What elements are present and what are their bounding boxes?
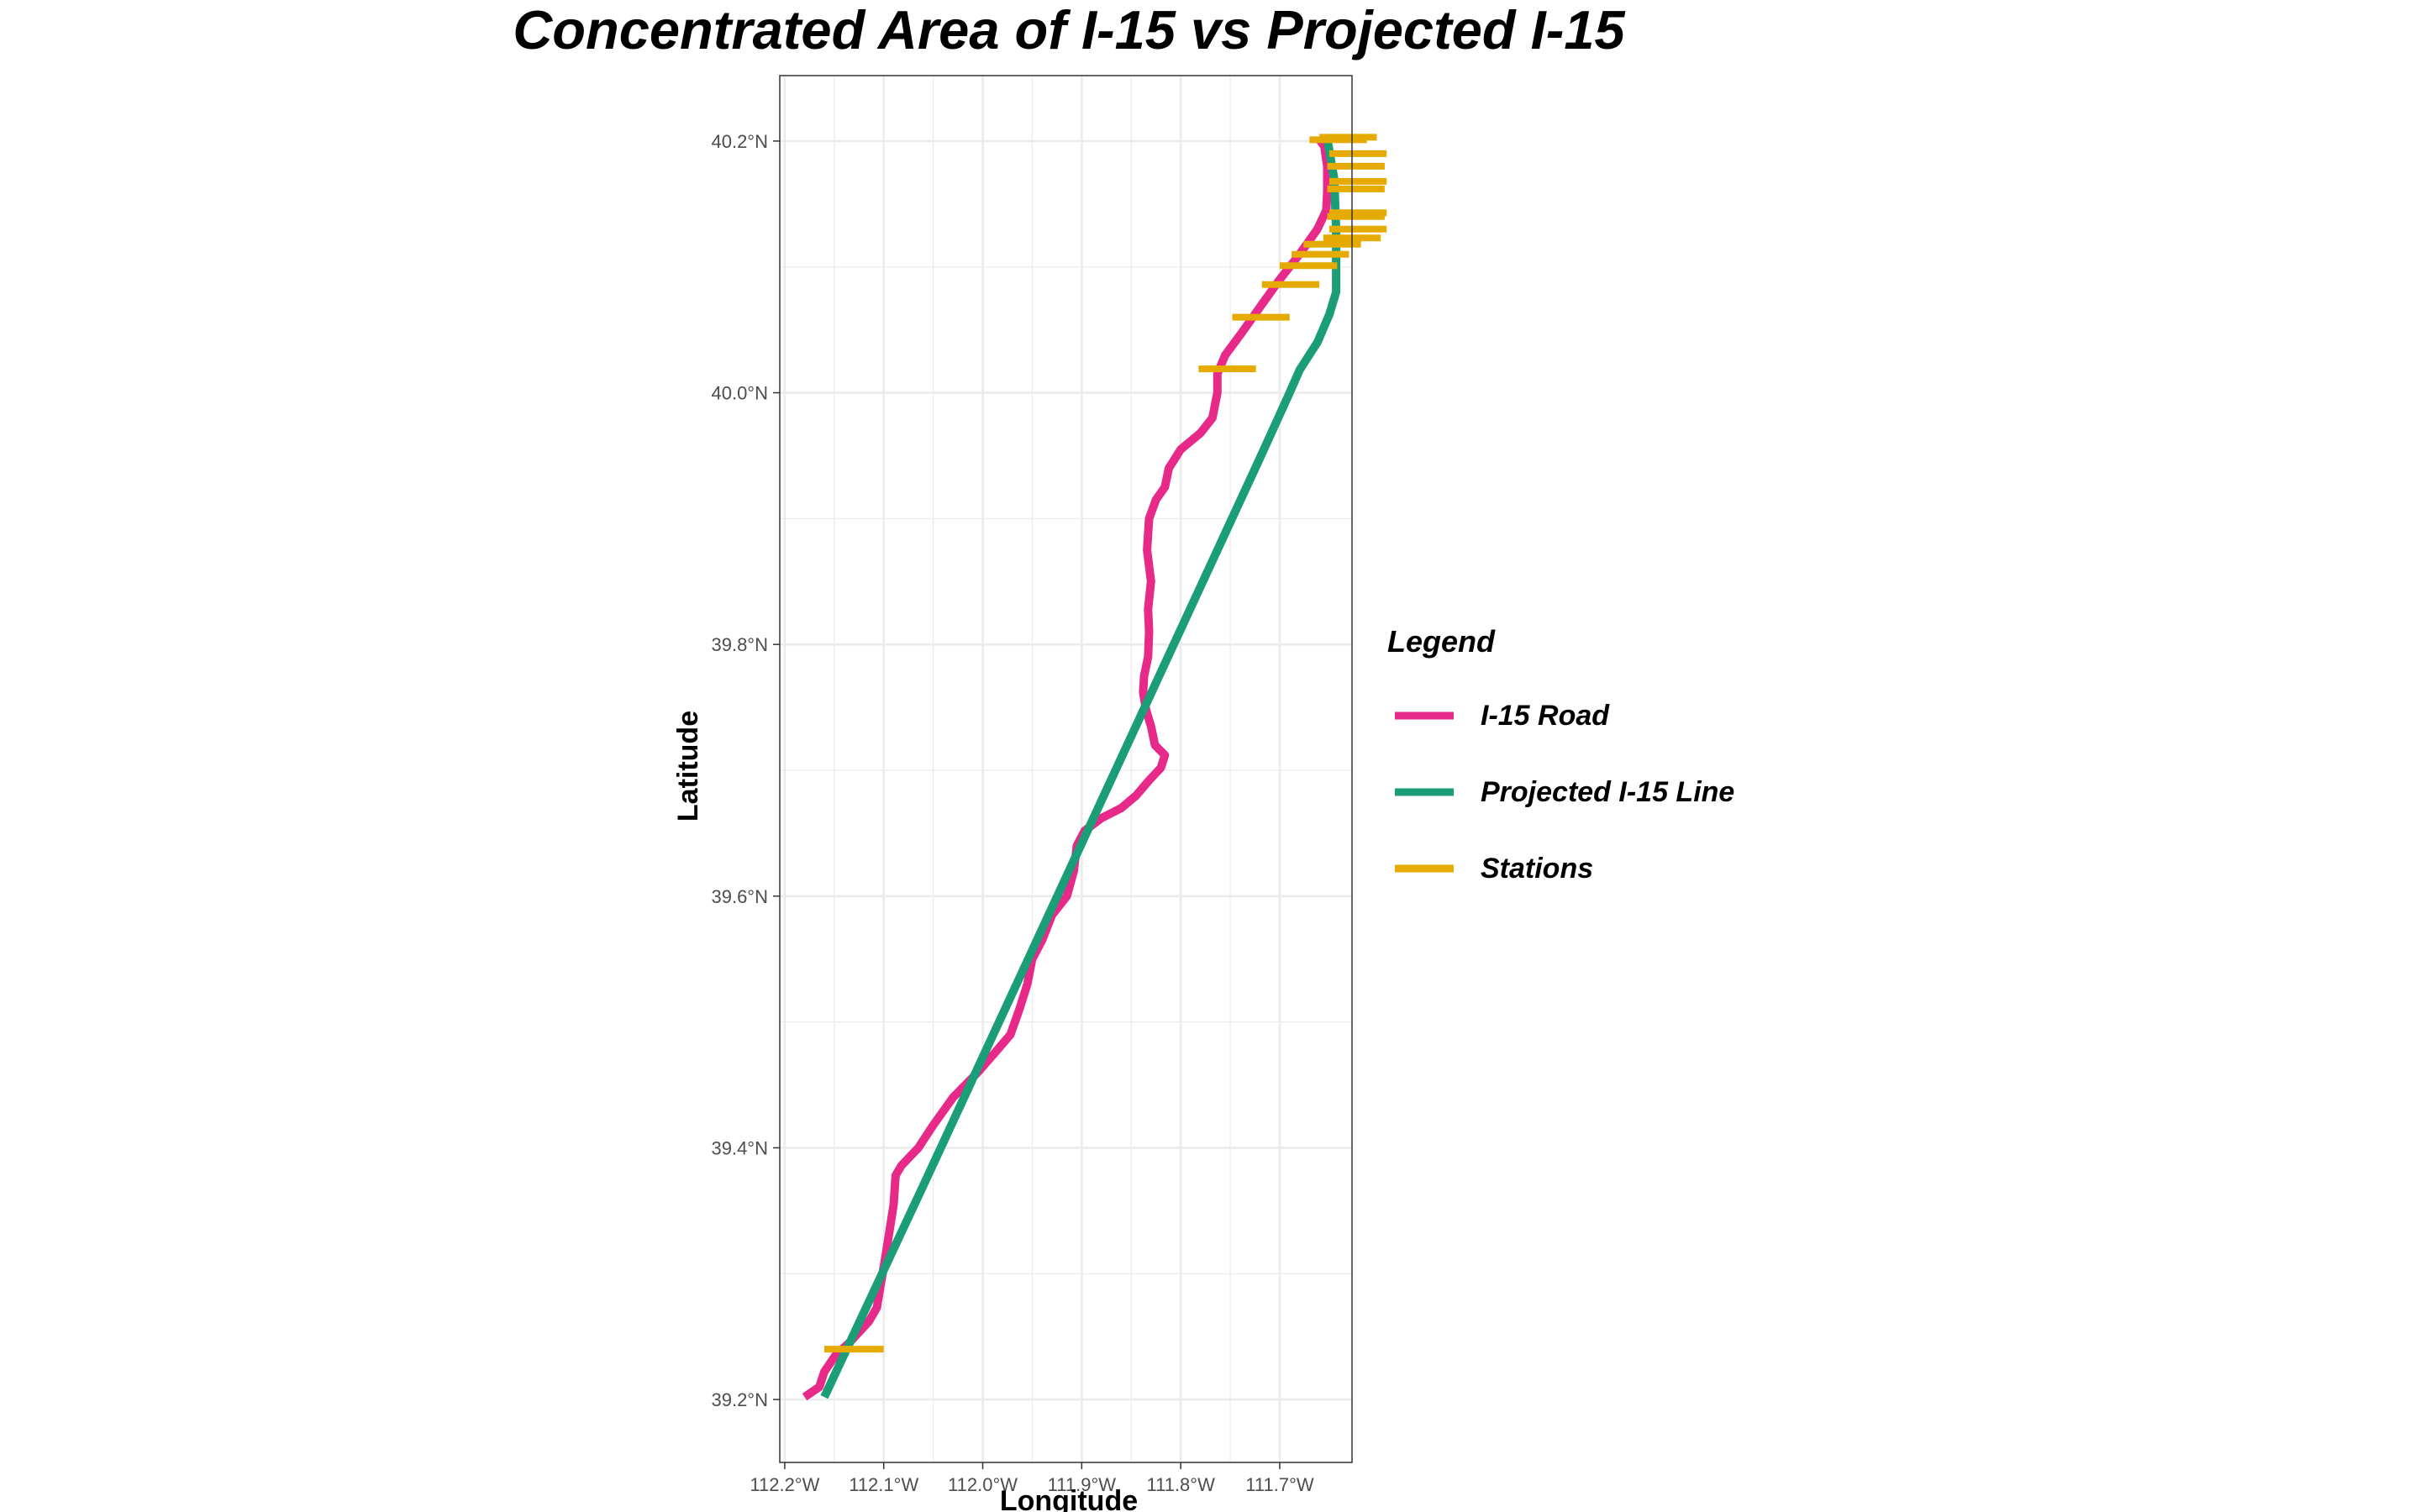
legend-label-stations: Stations: [1481, 853, 1593, 885]
legend-label-road: I-15 Road: [1481, 700, 1610, 732]
y-tick-label: 39.6°N: [711, 886, 768, 907]
x-tick-label: 111.8°W: [1146, 1474, 1215, 1495]
plot-panel: [779, 75, 1387, 1463]
x-tick-label: 112.2°W: [750, 1474, 819, 1495]
x-tick-label: 112.1°W: [849, 1474, 918, 1495]
series-layer: [802, 134, 1387, 1401]
y-tick-label: 39.8°N: [711, 634, 768, 655]
chart-title: Concentrated Area of I-15 vs Projected I…: [513, 0, 1625, 60]
series-line-i15-road: [802, 137, 1332, 1401]
y-tick-label: 39.2°N: [711, 1389, 768, 1410]
y-tick-label: 39.4°N: [711, 1137, 768, 1158]
x-tick-label: 111.7°W: [1245, 1474, 1314, 1495]
y-axis: 39.2°N 39.4°N 39.6°N 39.8°N 40.0°N 40.2°N: [711, 131, 780, 1410]
legend-label-projected: Projected I-15 Line: [1481, 776, 1734, 808]
grid-lines: [780, 76, 1352, 1462]
legend: Legend I-15 Road Projected I-15 Line Sta…: [1387, 624, 1734, 885]
y-tick-label: 40.0°N: [711, 383, 768, 404]
y-tick-label: 40.2°N: [711, 131, 768, 152]
x-axis-title: Longitude: [1000, 1485, 1138, 1512]
panel-border: [779, 75, 1353, 1463]
y-axis-title: Latitude: [672, 711, 704, 822]
x-tick-label: 112.0°W: [948, 1474, 1018, 1495]
x-tick-label: 111.9°W: [1048, 1474, 1117, 1495]
x-axis: 112.2°W 112.1°W 112.0°W 111.9°W 111.8°W 111.7…: [750, 1462, 1314, 1495]
legend-title: Legend: [1387, 624, 1496, 659]
series-line-projected-i15: [820, 138, 1341, 1399]
